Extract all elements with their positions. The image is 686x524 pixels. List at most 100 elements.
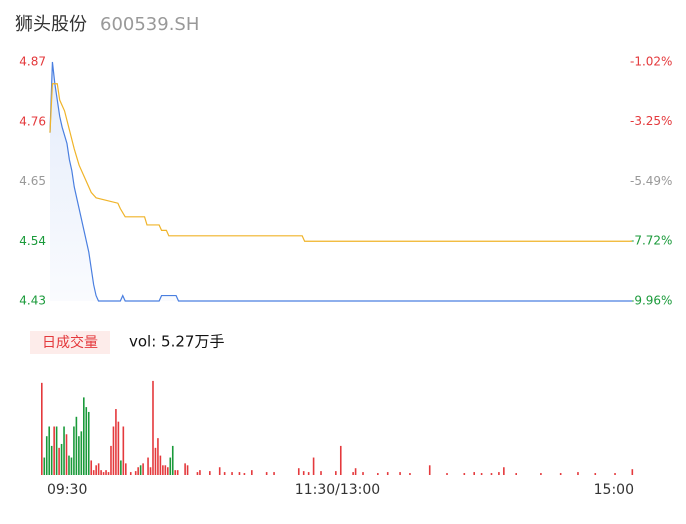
x-tick-label: 11:30/13:00 [295, 482, 380, 498]
volume-bar [60, 443, 63, 475]
volume-label-bg [30, 331, 110, 354]
volume-bar [428, 465, 431, 475]
volume-bar [125, 463, 127, 475]
volume-bar [473, 472, 475, 475]
volume-bar [196, 472, 199, 475]
volume-bar [159, 455, 162, 475]
volume-bar [117, 421, 120, 475]
y-tick-label: 4.43 [19, 294, 46, 308]
y-tick-label: 4.76 [19, 114, 46, 128]
volume-bar [186, 465, 189, 475]
y-tick-label: 4.54 [19, 234, 46, 248]
volume-bar [503, 467, 505, 475]
volume-bar [614, 473, 616, 475]
volume-bar [142, 463, 144, 475]
volume-bar [209, 471, 211, 475]
volume-bar [339, 445, 342, 475]
y-tick-label: 4.87 [19, 55, 46, 69]
volume-bar [147, 457, 149, 475]
volume-bar [75, 416, 78, 475]
volume-bar [154, 447, 157, 475]
volume-bar [122, 426, 125, 475]
volume-bar [176, 470, 179, 475]
volume-bar [307, 472, 310, 475]
y2-tick-label: -7.72% [630, 234, 672, 248]
volume-bar [95, 465, 97, 475]
volume-bar [53, 426, 55, 475]
stock-code: 600539.SH [100, 14, 199, 35]
volume-bar [110, 445, 112, 475]
volume-bar [171, 445, 174, 475]
volume-bar [354, 468, 357, 475]
volume-bar [115, 409, 117, 475]
volume-bar [577, 472, 579, 475]
volume-bar [97, 463, 100, 475]
volume-bar [218, 467, 221, 475]
volume-bar [540, 473, 542, 475]
volume-bar [112, 426, 115, 475]
volume-bar [63, 426, 65, 475]
volume-bar [231, 472, 233, 475]
volume-bar [312, 457, 315, 475]
volume-bar [335, 471, 337, 475]
volume-bar [167, 467, 169, 475]
volume-bar [87, 411, 90, 475]
volume-bar [184, 463, 186, 475]
volume-bar [265, 472, 268, 475]
volume-bar [43, 457, 46, 475]
volume-bar [102, 472, 105, 475]
volume-bar [48, 426, 51, 475]
volume-bar [134, 471, 137, 475]
volume-bar [515, 473, 517, 475]
volume-bar [65, 434, 68, 475]
volume-bar [162, 465, 164, 475]
volume-bar [320, 471, 322, 475]
volume-bar [120, 460, 122, 475]
volume-bar [238, 472, 241, 475]
stock-name: 狮头股份 [15, 14, 87, 35]
volume-bar [498, 472, 500, 475]
volume-bar [139, 465, 142, 475]
x-tick-label: 09:30 [47, 482, 87, 498]
volume-bar [409, 473, 411, 475]
volume-bar [362, 472, 364, 475]
y2-tick-label: -1.02% [630, 55, 672, 69]
volume-bar [302, 471, 305, 475]
x-tick-label: 15:00 [594, 482, 634, 498]
volume-bar [446, 473, 448, 475]
volume-bar [273, 472, 275, 475]
volume-bar [251, 470, 253, 475]
volume-bar [152, 380, 154, 475]
y2-tick-label: -3.25% [630, 114, 672, 128]
volume-bar [73, 426, 75, 475]
volume-bar [199, 470, 201, 475]
volume-bar [68, 455, 70, 475]
volume-bar [399, 472, 401, 475]
volume-bar [490, 473, 493, 475]
volume-bar [377, 473, 379, 475]
volume-bar [58, 447, 60, 475]
volume-bar [45, 436, 48, 475]
volume-bar [164, 465, 167, 475]
volume-bar [594, 473, 597, 475]
volume-bar [223, 472, 226, 475]
line [49, 61, 632, 302]
volume-bar [85, 407, 88, 475]
volume-bar [297, 468, 300, 475]
y2-tick-label: -5.49% [630, 174, 672, 188]
y-tick-label: 4.65 [19, 174, 46, 188]
volume-bar [100, 470, 102, 475]
y2-tick-label: -9.96% [630, 294, 672, 308]
price-area [50, 62, 632, 301]
volume-bar [55, 426, 58, 475]
volume-bar [92, 470, 95, 475]
volume-bar [149, 467, 152, 475]
volume-text: vol: 5.27万手 [129, 333, 224, 351]
volume-bar [480, 473, 483, 475]
volume-bar [50, 445, 53, 475]
volume-bar [78, 436, 80, 475]
volume-label: 日成交量 [42, 334, 98, 351]
volume-bar [386, 472, 389, 475]
volume-bar [80, 431, 83, 475]
